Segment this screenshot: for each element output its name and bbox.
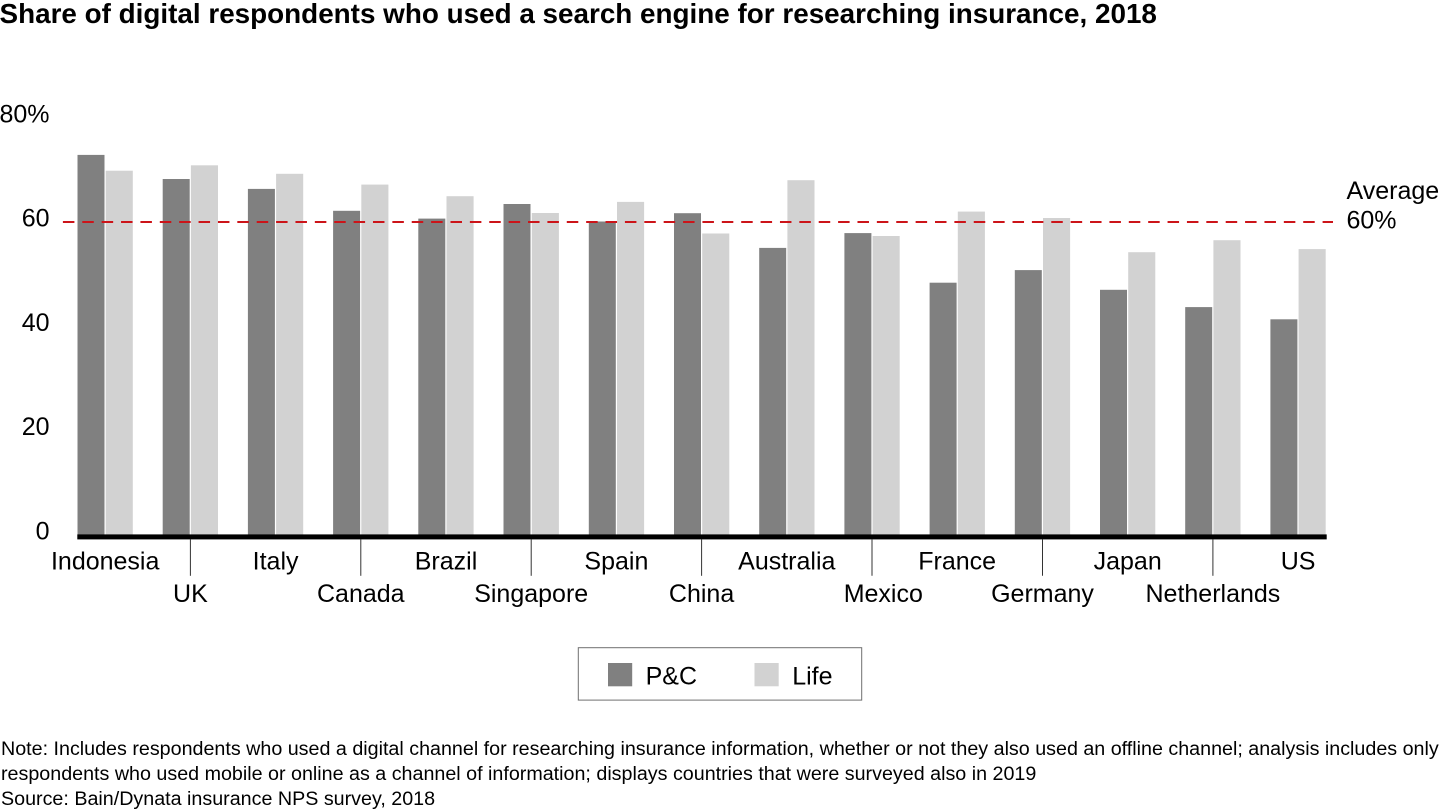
svg-text:Indonesia: Indonesia <box>51 547 160 575</box>
svg-text:France: France <box>918 547 996 575</box>
svg-text:respondents who used mobile or: respondents who used mobile or online as… <box>1 763 1036 785</box>
svg-text:Germany: Germany <box>991 580 1094 608</box>
svg-text:Share of digital respondents w: Share of digital respondents who used a … <box>0 0 1157 29</box>
svg-text:Netherlands: Netherlands <box>1145 580 1280 608</box>
svg-text:China: China <box>669 580 734 608</box>
svg-text:Australia: Australia <box>738 547 835 575</box>
svg-text:60%: 60% <box>1347 207 1397 235</box>
svg-text:Life: Life <box>792 663 832 691</box>
svg-text:Canada: Canada <box>317 580 405 608</box>
svg-text:Source: Bain/Dynata insurance: Source: Bain/Dynata insurance NPS survey… <box>1 788 435 810</box>
svg-text:Brazil: Brazil <box>415 547 478 575</box>
svg-text:60: 60 <box>22 205 50 233</box>
svg-text:US: US <box>1281 547 1316 575</box>
svg-text:UK: UK <box>173 580 208 608</box>
svg-text:40: 40 <box>22 309 50 337</box>
svg-text:Singapore: Singapore <box>474 580 588 608</box>
svg-text:Japan: Japan <box>1094 547 1162 575</box>
svg-text:Mexico: Mexico <box>844 580 923 608</box>
svg-text:Italy: Italy <box>253 547 299 575</box>
svg-text:Note: Includes respondents who: Note: Includes respondents who used a di… <box>1 738 1439 760</box>
svg-text:Average: Average <box>1347 177 1440 205</box>
svg-text:P&C: P&C <box>646 663 697 691</box>
svg-text:Spain: Spain <box>584 547 648 575</box>
svg-text:20: 20 <box>22 413 50 441</box>
svg-text:0: 0 <box>36 518 50 546</box>
svg-text:80%: 80% <box>0 100 50 128</box>
